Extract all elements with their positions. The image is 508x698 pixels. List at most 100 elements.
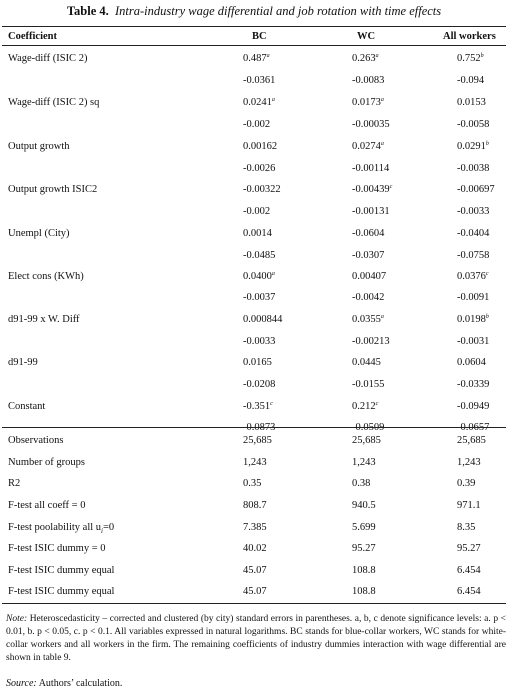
header-bc: BC — [252, 31, 267, 42]
bc-number: 808.7 — [243, 500, 267, 511]
all-value: -0.0949 — [457, 400, 489, 413]
bc-number: -0.00322 — [243, 184, 281, 195]
bc-value: -0.0026 — [243, 162, 275, 175]
all-number: 971.1 — [457, 500, 481, 511]
wc-number: 1,243 — [352, 457, 376, 468]
all-value: -0.0038 — [457, 162, 489, 175]
bc-number: 40.02 — [243, 543, 267, 554]
all-number: -0.0949 — [457, 401, 490, 412]
coefficient-label: Constant — [8, 401, 46, 412]
wc-number: -0.0155 — [352, 379, 385, 390]
wc-value: -0.00035 — [352, 118, 390, 131]
bc-value: -0.0033 — [243, 335, 275, 348]
all-value: -0.0058 — [457, 118, 489, 131]
wc-value: -0.00439c — [352, 183, 392, 196]
significance-marker: c — [389, 184, 393, 190]
significance-marker: c — [485, 271, 489, 277]
bottom-rule — [2, 603, 506, 604]
all-value: 0.0198b — [457, 313, 489, 326]
source-text: Authors’ calculation. — [38, 678, 123, 689]
stats-rule — [2, 427, 506, 428]
wc-value: 0.0355a — [352, 313, 384, 326]
bc-value: 808.7 — [243, 499, 267, 512]
significance-marker: a — [380, 141, 384, 147]
significance-marker: a — [375, 53, 379, 59]
all-value: 6.454 — [457, 585, 481, 598]
wc-number: -0.00439 — [352, 184, 390, 195]
source-label: Source: — [6, 678, 37, 689]
bc-number: 0.000844 — [243, 314, 283, 325]
all-number: -0.0339 — [457, 379, 490, 390]
wc-number: -0.00131 — [352, 206, 390, 217]
bc-value: 0.00162 — [243, 140, 277, 153]
all-value: -0.094 — [457, 74, 484, 87]
statistic-label-text: F-test ISIC dummy equal — [8, 586, 115, 597]
significance-marker: b — [485, 141, 489, 147]
top-rule — [2, 26, 506, 27]
bc-number: 0.0165 — [243, 357, 272, 368]
all-value: 0.0376c — [457, 270, 489, 283]
bc-number: -0.002 — [243, 119, 271, 130]
bc-number: -0.002 — [243, 206, 271, 217]
wc-value: -0.0083 — [352, 74, 384, 87]
all-value: 0.752b — [457, 52, 484, 65]
all-number: 0.752 — [457, 53, 481, 64]
wc-number: 0.0355 — [352, 314, 381, 325]
note-label: Note: — [6, 614, 28, 624]
bc-number: 45.07 — [243, 565, 267, 576]
all-value: 8.35 — [457, 521, 475, 534]
statistic-label: Number of groups — [8, 456, 85, 469]
wc-number: -0.0083 — [352, 75, 385, 86]
wc-number: 0.38 — [352, 478, 371, 489]
wc-value: 0.0274a — [352, 140, 384, 153]
statistic-label-subscript: i — [101, 527, 103, 536]
wc-number: 0.212 — [352, 401, 376, 412]
all-number: 0.0153 — [457, 97, 486, 108]
wc-value: 0.0445 — [352, 356, 381, 369]
wc-number: 0.00407 — [352, 271, 387, 282]
wc-number: -0.00213 — [352, 336, 390, 347]
wc-value: -0.00131 — [352, 205, 390, 218]
all-number: 0.0604 — [457, 357, 486, 368]
bc-value: 0.0014 — [243, 227, 272, 240]
all-number: 6.454 — [457, 565, 481, 576]
bc-value: -0.002 — [243, 205, 270, 218]
all-value: 1,243 — [457, 456, 481, 469]
wc-number: 940.5 — [352, 500, 376, 511]
statistic-label-text: R2 — [8, 478, 21, 489]
bc-number: -0.0485 — [243, 250, 276, 261]
wc-value: 0.0173a — [352, 96, 384, 109]
bc-value: 1,243 — [243, 456, 267, 469]
wc-value: -0.00213 — [352, 335, 390, 348]
wc-number: -0.0604 — [352, 228, 385, 239]
coefficient-label: Output growth — [8, 141, 70, 152]
all-number: 6.454 — [457, 586, 481, 597]
wc-number: 95.27 — [352, 543, 376, 554]
all-number: -0.00697 — [457, 184, 495, 195]
bc-number: 0.00162 — [243, 141, 278, 152]
note-text: Heteroscedasticity – corrected and clust… — [6, 614, 507, 663]
all-number: 0.0198 — [457, 314, 486, 325]
all-number: -0.0031 — [457, 336, 490, 347]
bc-value: 0.487a — [243, 52, 270, 65]
statistic-label-tail: =0 — [103, 522, 115, 533]
all-number: -0.0038 — [457, 163, 490, 174]
significance-marker: a — [266, 53, 270, 59]
wc-value: -0.0307 — [352, 249, 384, 262]
bc-value: 0.35 — [243, 477, 261, 490]
bc-value: 0.0165 — [243, 356, 272, 369]
statistic-label: F-test ISIC dummy equal — [8, 585, 114, 598]
coefficient-label: d91-99 x W. Diff — [8, 314, 80, 325]
wc-number: 108.8 — [352, 586, 376, 597]
wc-number: -0.0042 — [352, 292, 385, 303]
all-value: -0.0404 — [457, 227, 489, 240]
header-coefficient: Coefficient — [8, 31, 57, 42]
bc-number: -0.351 — [243, 401, 271, 412]
wc-number: 0.263 — [352, 53, 376, 64]
wc-number: 0.0173 — [352, 97, 381, 108]
all-number: 25,685 — [457, 435, 486, 446]
bc-number: 1,243 — [243, 457, 267, 468]
wc-value: -0.0042 — [352, 291, 384, 304]
header-rule — [2, 45, 506, 46]
wc-number: 25,685 — [352, 435, 381, 446]
